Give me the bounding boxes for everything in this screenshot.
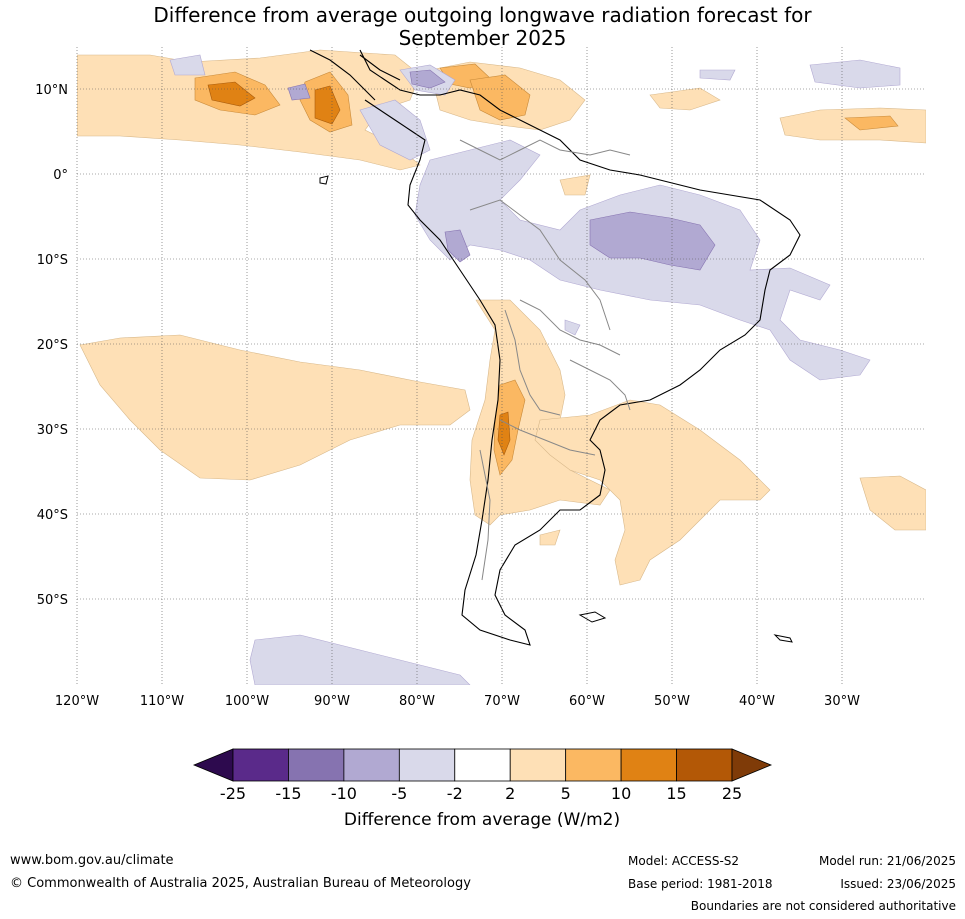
- lat-label: 20°S: [37, 338, 68, 353]
- footer-model: Model: ACCESS-S2: [628, 854, 740, 868]
- colorbar-segment: [288, 748, 345, 782]
- lat-label: 10°S: [37, 253, 68, 268]
- latitude-labels: 10°N 0° 10°S 20°S 30°S 40°S 50°S: [35, 83, 68, 608]
- colorbar-segment: [232, 748, 289, 782]
- title-line-2: September 2025: [398, 26, 567, 50]
- colorbar-right-arrow: [731, 748, 773, 782]
- lat-label: 30°S: [37, 423, 68, 438]
- footer-base-period: Base period: 1981-2018: [628, 877, 773, 891]
- longitude-labels: 120°W 110°W 100°W 90°W 80°W 70°W 60°W 50°W 40°W 3…: [55, 694, 860, 709]
- south-america-coastline: [359, 49, 801, 646]
- colorbar-segments: [192, 748, 773, 782]
- lon-label: 40°W: [739, 694, 775, 709]
- colorbar-segment: [398, 748, 456, 782]
- colorbar-segment: [343, 748, 400, 782]
- lat-label: 40°S: [37, 508, 68, 523]
- lon-label: 70°W: [484, 694, 520, 709]
- colorbar-tick-label: -2: [447, 784, 463, 803]
- south-georgia-island: [773, 634, 793, 643]
- colorbar-label: Difference from average (W/m2): [344, 810, 620, 830]
- lon-label: 60°W: [569, 694, 605, 709]
- strong-positive-regions: [207, 81, 511, 456]
- lon-label: 90°W: [314, 694, 350, 709]
- colorbar-tick-label: 10: [611, 784, 631, 803]
- lat-label: 50°S: [37, 593, 68, 608]
- map-area: [77, 47, 926, 685]
- galapagos-islands: [319, 175, 329, 185]
- colorbar-tick-label: -15: [275, 784, 301, 803]
- footer-disclaimer: Boundaries are not considered authoritat…: [690, 899, 956, 913]
- country-borders: [459, 139, 631, 581]
- title-line-1: Difference from average outgoing longwav…: [153, 3, 812, 27]
- lon-label: 30°W: [824, 694, 860, 709]
- colorbar-tick-label: 5: [561, 784, 571, 803]
- lon-label: 80°W: [399, 694, 435, 709]
- lon-label: 100°W: [225, 694, 269, 709]
- colorbar-tick-label: 15: [666, 784, 686, 803]
- footer-website: www.bom.gov.au/climate: [10, 853, 174, 868]
- footer-copyright: © Commonwealth of Australia 2025, Austra…: [10, 876, 471, 891]
- colorbar-left-arrow: [192, 748, 234, 782]
- lat-label: 0°: [53, 168, 68, 183]
- moderate-negative-regions: [287, 69, 716, 271]
- colorbar-tick-labels: -25 -15 -10 -5 -2 2 5 10 15 25: [220, 784, 742, 803]
- colorbar-segment: [454, 748, 511, 782]
- lon-label: 120°W: [55, 694, 99, 709]
- lat-label: 10°N: [35, 83, 68, 98]
- central-america-coastline: [309, 49, 401, 101]
- footer-issued: Issued: 23/06/2025: [840, 877, 956, 891]
- lon-label: 110°W: [140, 694, 184, 709]
- colorbar-tick-label: -10: [331, 784, 357, 803]
- colorbar-segment: [676, 748, 733, 782]
- footer-model-run: Model run: 21/06/2025: [818, 854, 956, 868]
- colorbar-tick-label: -5: [391, 784, 407, 803]
- colorbar-segment: [565, 748, 622, 782]
- colorbar-segment: [620, 748, 677, 782]
- colorbar-segment: [509, 748, 567, 782]
- lon-label: 50°W: [654, 694, 690, 709]
- chart-title: Difference from average outgoing longwav…: [0, 4, 965, 50]
- gridlines: [76, 47, 926, 685]
- colorbar-tick-label: -25: [220, 784, 246, 803]
- colorbar-tick-label: 25: [722, 784, 742, 803]
- negative-anomaly-regions: [169, 54, 901, 685]
- falkland-islands: [578, 611, 607, 623]
- colorbar-tick-label: 2: [505, 784, 515, 803]
